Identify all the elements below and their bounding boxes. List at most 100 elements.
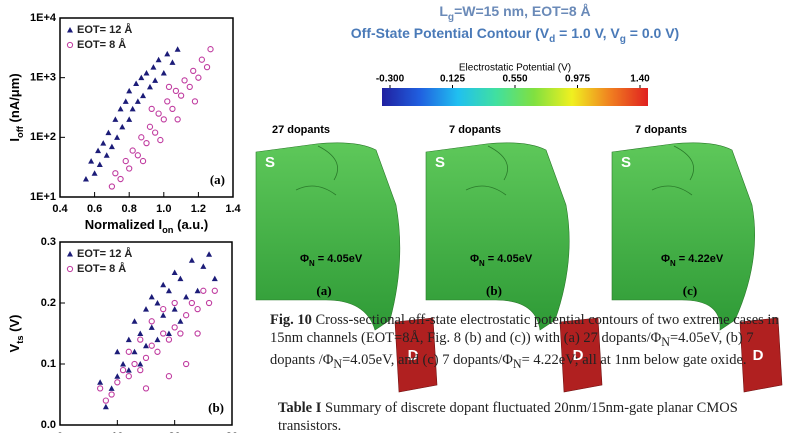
data-point (109, 184, 114, 189)
data-point (166, 374, 171, 379)
legend-marker (67, 251, 73, 257)
data-point (130, 148, 135, 153)
x-tick-label: 1.2 (191, 203, 206, 215)
data-point (120, 361, 126, 367)
data-point (177, 276, 183, 282)
data-point (135, 153, 140, 158)
data-point (97, 379, 103, 385)
data-point (138, 368, 143, 373)
data-point (150, 64, 156, 70)
data-point (143, 343, 149, 349)
data-point (138, 337, 143, 342)
subscript: N (513, 357, 522, 371)
data-point (143, 386, 148, 391)
data-point (178, 331, 183, 336)
subscript: ts (15, 335, 25, 343)
data-point (172, 300, 177, 305)
data-point (144, 141, 149, 146)
data-point (160, 282, 166, 288)
data-point (189, 257, 195, 263)
data-point (166, 288, 172, 294)
text-part: = 4.05eV (485, 253, 533, 265)
data-point (182, 78, 187, 83)
data-point (130, 106, 136, 112)
data-point (103, 398, 108, 403)
subscript: on (162, 225, 174, 235)
panel-label: (a) (316, 283, 331, 298)
data-point (192, 99, 197, 104)
page: Lg=W=15 nm, EOT=8 ÅOff-State Potential C… (0, 0, 801, 433)
data-point (179, 93, 184, 98)
panel-label: (b) (486, 283, 502, 298)
data-point (161, 307, 166, 312)
x-tick-label: 1.4 (225, 203, 241, 215)
text-part: Φ (661, 253, 670, 265)
y-axis-label: Vts (V) (7, 315, 25, 353)
data-point (133, 80, 139, 86)
data-point (120, 368, 125, 373)
text-part: V (7, 343, 22, 352)
data-point (123, 158, 128, 163)
data-point (149, 324, 155, 330)
data-point (112, 116, 118, 122)
data-point (95, 148, 101, 154)
text-part: =W=15 nm, EOT=8 Å (454, 3, 591, 19)
data-point (184, 361, 189, 366)
text-part: Normalized I (85, 217, 162, 232)
y-tick-label: 1E+2 (30, 131, 56, 143)
colorbar-tick-label: 0.550 (502, 74, 527, 85)
data-point (196, 75, 201, 80)
panel-header: 7 dopants (635, 124, 687, 136)
x-tick-label: 1.0 (156, 203, 171, 215)
data-point (114, 134, 120, 140)
data-point (126, 349, 131, 354)
data-point (109, 392, 114, 397)
data-point (184, 313, 189, 318)
data-point (143, 355, 148, 360)
data-point (156, 111, 161, 116)
y-tick-label: 1E+3 (30, 72, 56, 84)
data-point (140, 158, 145, 163)
y-tick-label: 0.2 (41, 297, 56, 309)
panel-label: (c) (683, 283, 697, 298)
data-point (83, 176, 89, 182)
data-point (149, 106, 154, 111)
data-point (152, 77, 158, 83)
data-point (169, 59, 175, 65)
panel-header: 7 dopants (449, 124, 501, 136)
source-label: S (435, 154, 445, 171)
colorbar-tick-label: 0.975 (565, 74, 590, 85)
colorbar-tick-label: -0.300 (376, 74, 405, 85)
data-point (97, 162, 103, 168)
caption-label: Fig. 10 (270, 312, 312, 328)
data-point (137, 331, 143, 337)
data-point (88, 158, 94, 164)
data-point (189, 300, 194, 305)
colorbar-tick-label: 0.125 (440, 74, 465, 85)
y-tick-label: 1E+1 (30, 191, 56, 203)
data-point (164, 51, 170, 57)
text-part: (a.u.) (174, 217, 209, 232)
data-point (132, 361, 137, 366)
data-point (195, 331, 200, 336)
data-point (204, 65, 209, 70)
x-axis-label: Normalized Ion (a.u.) (85, 217, 208, 235)
data-point (156, 57, 162, 63)
y-axis-label: Ioff (nA/μm) (7, 73, 25, 141)
data-point (166, 84, 171, 89)
data-point (115, 380, 120, 385)
data-point (98, 386, 103, 391)
y-tick-label: 0.1 (41, 358, 56, 370)
data-point (155, 349, 160, 354)
data-point (200, 263, 206, 269)
text-part: = 4.22eV (676, 253, 724, 265)
data-point (149, 294, 155, 300)
data-point (132, 318, 138, 324)
data-point (118, 106, 124, 112)
data-point (160, 312, 166, 318)
data-point (132, 349, 138, 355)
data-point (173, 88, 178, 93)
figure-title: Lg=W=15 nm, EOT=8 Å (439, 3, 590, 23)
data-point (126, 374, 131, 379)
text-part: Φ (300, 253, 309, 265)
